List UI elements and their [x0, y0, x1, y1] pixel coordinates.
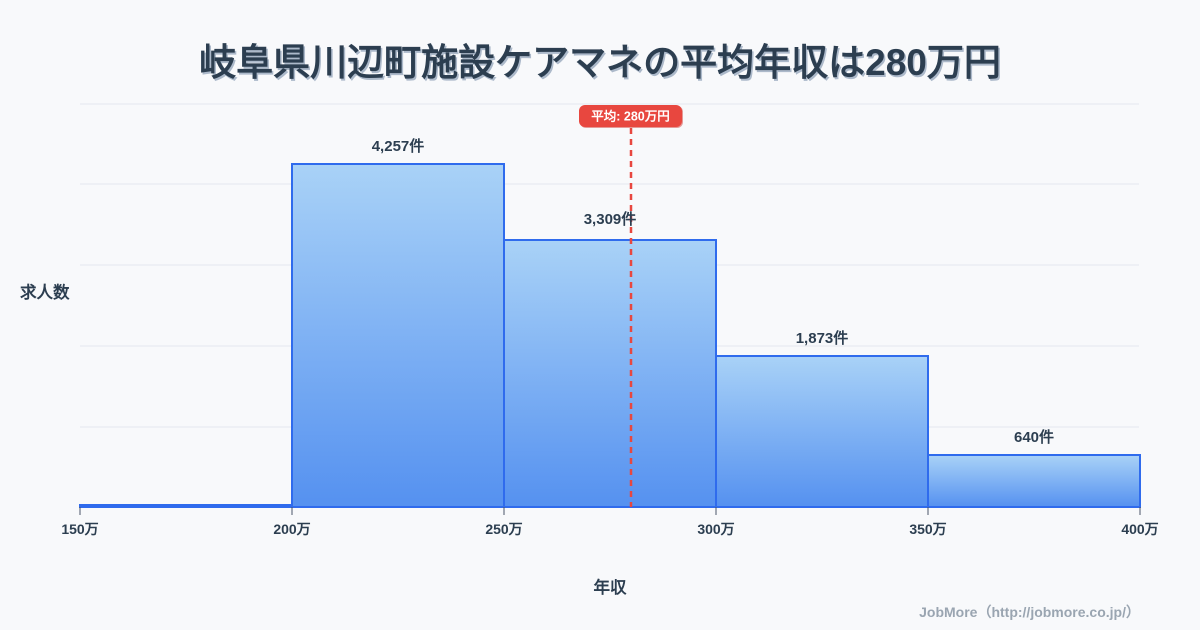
- svg-text:平均: 280万円: 平均: 280万円: [591, 109, 670, 124]
- svg-text:1,873件: 1,873件: [796, 329, 849, 347]
- svg-text:JobMore（http://jobmore.co.jp/）: JobMore（http://jobmore.co.jp/）: [919, 604, 1140, 620]
- svg-text:200万: 200万: [273, 521, 310, 537]
- svg-text:300万: 300万: [697, 521, 734, 537]
- svg-text:250万: 250万: [485, 521, 522, 537]
- svg-text:4,257件: 4,257件: [372, 137, 425, 155]
- svg-text:求人数: 求人数: [20, 282, 70, 302]
- svg-text:640件: 640件: [1014, 428, 1054, 446]
- svg-text:3,309件: 3,309件: [584, 210, 637, 228]
- svg-text:150万: 150万: [61, 521, 98, 537]
- svg-text:年収: 年収: [594, 577, 628, 597]
- svg-text:400万: 400万: [1121, 521, 1158, 537]
- svg-text:350万: 350万: [909, 521, 946, 537]
